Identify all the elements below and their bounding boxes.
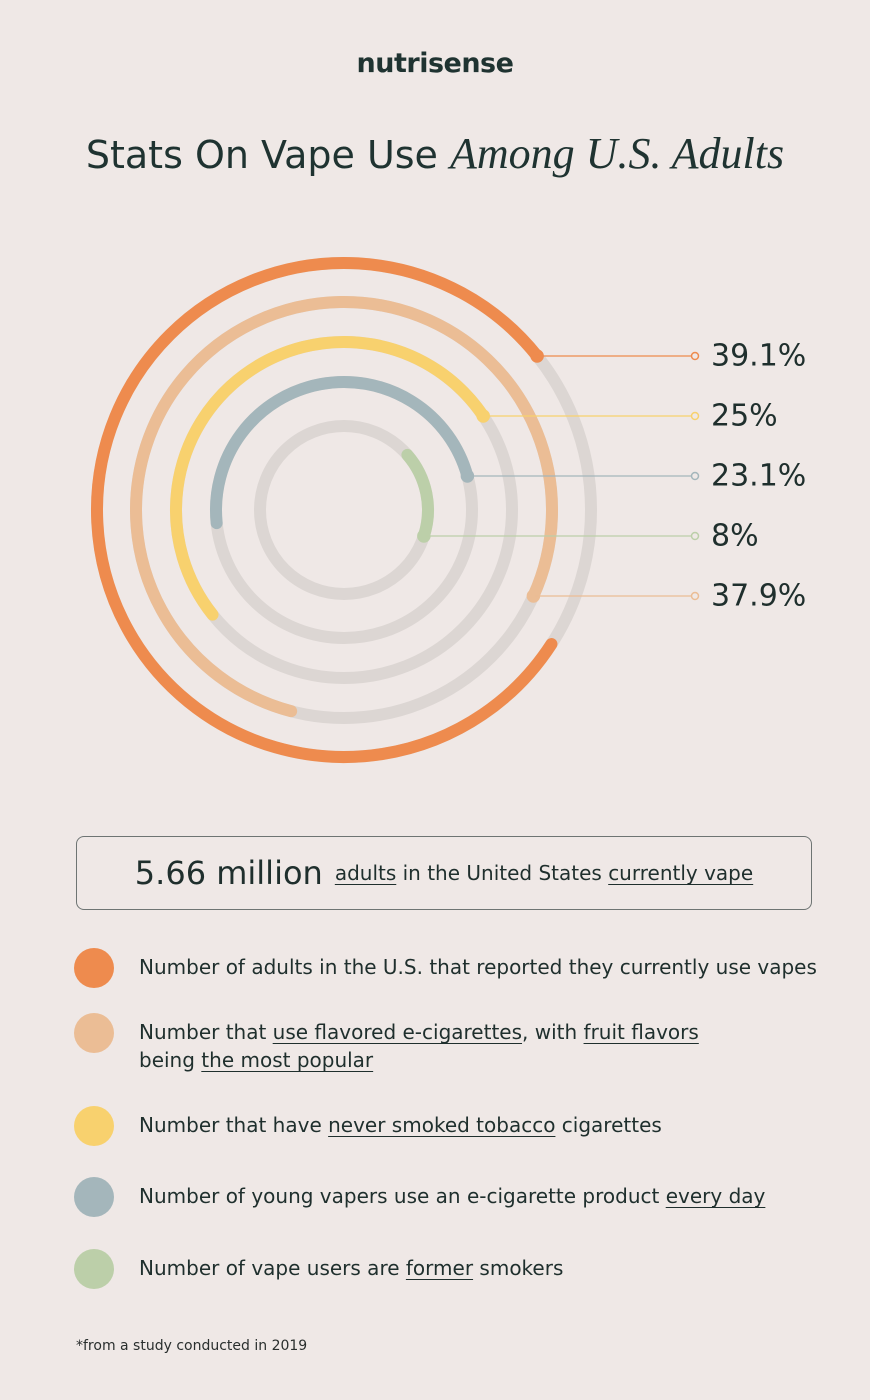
value-label-4: 23.1% — [711, 458, 807, 494]
legend-dot-peach — [74, 1013, 114, 1053]
legend-3-c: cigarettes — [555, 1113, 662, 1137]
callout-end-dot-2 — [690, 591, 700, 601]
brand-logo: nutrisense — [356, 48, 514, 79]
value-arc-1 — [91, 257, 558, 763]
callout-marker-outer-2 — [526, 589, 541, 603]
legend-link-every-day[interactable]: every day — [665, 1184, 766, 1208]
title-accent: Among U.S. Adults — [450, 129, 785, 178]
legend-item-2: Number that use flavored e-cigarettes, w… — [74, 1013, 834, 1074]
legend-link-never-smoked[interactable]: never smoked tobacco — [328, 1113, 556, 1137]
legend-link-most-popular[interactable]: the most popular — [201, 1048, 374, 1072]
footnote: *from a study conducted in 2019 — [76, 1338, 308, 1354]
legend-text-2: Number that use flavored e-cigarettes, w… — [139, 1013, 699, 1074]
legend-item-1: Number of adults in the U.S. that report… — [74, 948, 834, 988]
callout-marker-outer-5 — [417, 529, 431, 543]
legend-2-e: being — [139, 1048, 202, 1072]
callout-box: 5.66 million adults in the United States… — [76, 836, 812, 910]
callout-marker-inner-4 — [465, 474, 470, 478]
legend-4-a: Number of young vapers use an e-cigarett… — [139, 1184, 666, 1208]
legend-dot-blue-gray — [74, 1177, 114, 1217]
legend-dot-yellow — [74, 1106, 114, 1146]
callout-end-dot-5 — [690, 531, 700, 541]
legend-item-5: Number of vape users are former smokers — [74, 1249, 834, 1289]
legend-text-3: Number that have never smoked tobacco ci… — [139, 1106, 662, 1139]
value-arc-2 — [130, 296, 558, 718]
legend-link-fruit-flavors[interactable]: fruit flavors — [583, 1020, 699, 1044]
legend-2-a: Number that — [139, 1020, 273, 1044]
callout-end-dot-1 — [690, 351, 700, 361]
callout-link-adults[interactable]: adults — [334, 861, 397, 885]
value-label-3: 25% — [711, 398, 778, 434]
legend-item-4: Number of young vapers use an e-cigarett… — [74, 1177, 834, 1217]
callout-marker-inner-3 — [481, 414, 486, 418]
callout-marker-inner-5 — [421, 534, 426, 538]
callout-marker-outer-4 — [460, 469, 475, 483]
callout-end-dot-3 — [690, 411, 700, 421]
legend-text-5: Number of vape users are former smokers — [139, 1249, 563, 1282]
callout-marker-inner-1 — [535, 354, 540, 358]
legend-dot-orange — [74, 948, 114, 988]
value-label-2: 37.9% — [711, 578, 807, 614]
legend-dot-green — [74, 1249, 114, 1289]
legend-link-former[interactable]: former — [405, 1256, 474, 1280]
callout-marker-inner-2 — [531, 594, 536, 598]
legend-3-a: Number that have — [139, 1113, 329, 1137]
radial-chart — [91, 257, 700, 763]
value-label-5: 8% — [711, 518, 759, 554]
value-arc-5 — [401, 448, 434, 542]
value-label-1: 39.1% — [711, 338, 807, 374]
callout-stat: 5.66 million — [134, 854, 323, 892]
legend-5-c: smokers — [473, 1256, 564, 1280]
legend-2-c: , with — [522, 1020, 584, 1044]
legend-item-3: Number that have never smoked tobacco ci… — [74, 1106, 834, 1146]
callout-end-dot-4 — [690, 471, 700, 481]
legend-5-a: Number of vape users are — [139, 1256, 406, 1280]
page-title: Stats On Vape Use Among U.S. Adults — [0, 128, 870, 179]
callout-marker-outer-3 — [476, 409, 490, 423]
callout-middle: in the United States — [396, 861, 609, 885]
value-arc-4 — [210, 375, 474, 530]
callout-text: adults in the United States currently va… — [335, 861, 753, 885]
title-plain: Stats On Vape Use — [85, 133, 438, 177]
legend-text-1: Number of adults in the U.S. that report… — [139, 955, 817, 979]
value-arc-3 — [170, 336, 490, 621]
legend-link-flavored[interactable]: use flavored e-cigarettes — [272, 1020, 523, 1044]
callout-marker-outer-1 — [530, 349, 544, 363]
legend-text-4: Number of young vapers use an e-cigarett… — [139, 1177, 765, 1210]
callout-link-currently-vape[interactable]: currently vape — [608, 861, 754, 885]
